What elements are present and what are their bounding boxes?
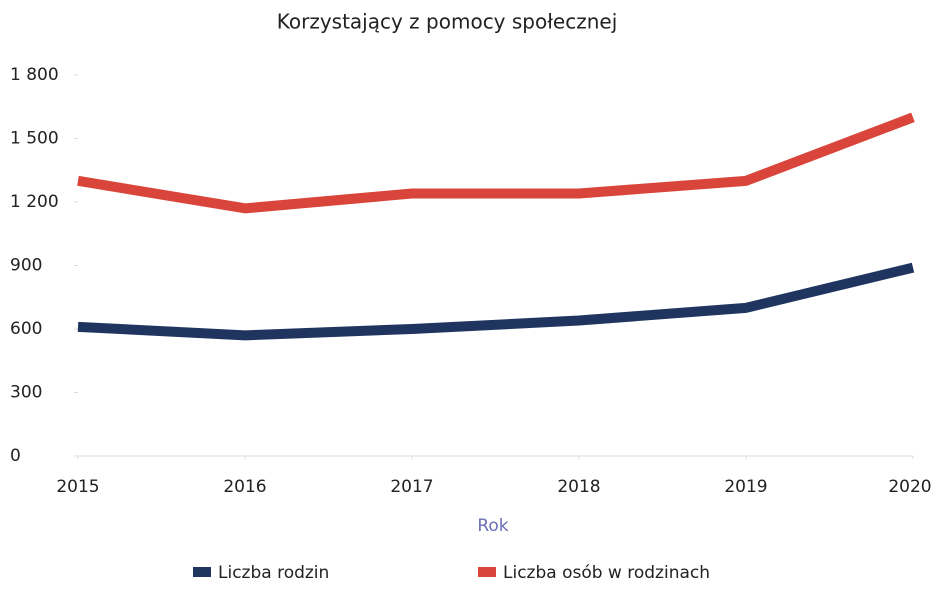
series-line xyxy=(77,262,915,341)
x-tick-label: 2017 xyxy=(390,477,433,497)
y-tick-label: 0 xyxy=(10,446,21,466)
x-tick-label: 2015 xyxy=(56,477,99,497)
y-tick-label: 900 xyxy=(10,256,42,276)
y-tick-label: 1 200 xyxy=(10,192,59,212)
x-tick-label: 2018 xyxy=(557,477,600,497)
y-tick-label: 300 xyxy=(10,383,42,403)
legend-swatch xyxy=(193,567,211,577)
y-tick-label: 1 800 xyxy=(10,65,59,85)
x-tick-label: 2016 xyxy=(223,477,266,497)
y-tick-label: 600 xyxy=(10,319,42,339)
legend-label: Liczba rodzin xyxy=(218,563,329,583)
y-tick-label: 1 500 xyxy=(10,129,59,149)
legend-swatch xyxy=(478,567,496,577)
chart-title: Korzystający z pomocy społecznej xyxy=(277,10,618,34)
series-line xyxy=(77,112,915,214)
x-tick-label: 2019 xyxy=(724,477,767,497)
x-tick-label: 2020 xyxy=(888,477,931,497)
x-axis-label: Rok xyxy=(477,516,508,536)
legend-label: Liczba osób w rodzinach xyxy=(503,563,710,583)
